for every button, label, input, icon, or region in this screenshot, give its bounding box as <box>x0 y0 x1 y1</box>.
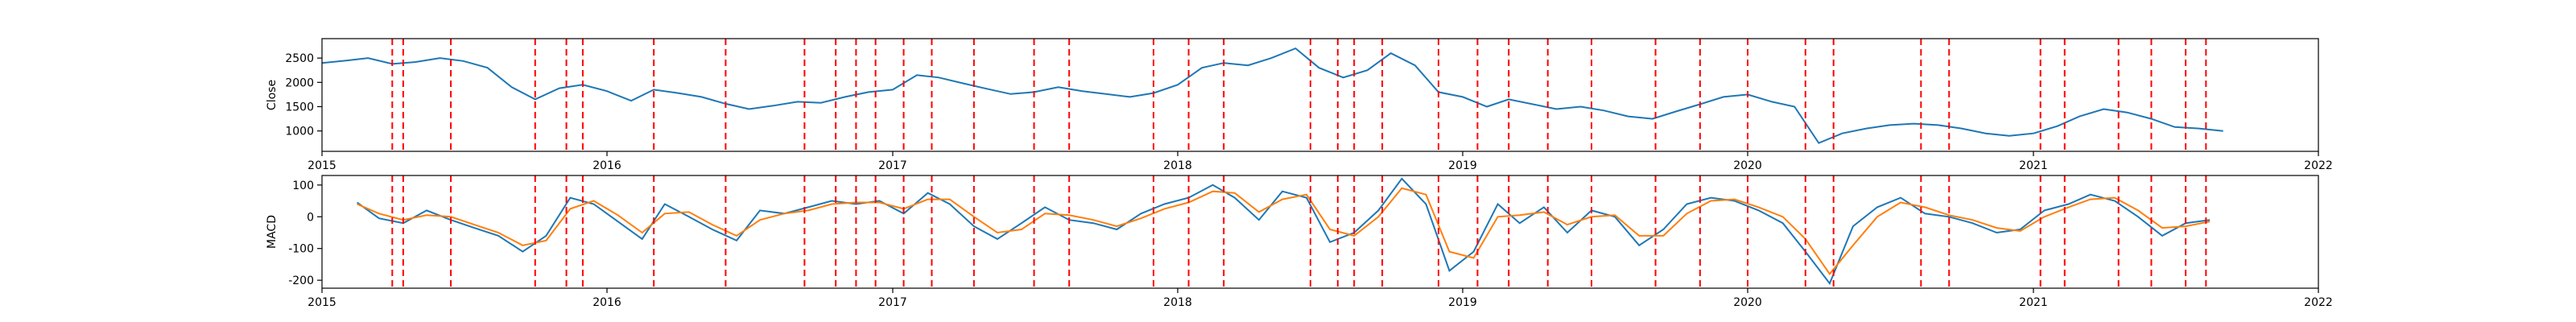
close-chart: 2015 2016 2017 2018 2019 2020 2021 2022 1000 1500… <box>266 38 2333 172</box>
series-line-0 <box>321 47 2223 144</box>
axes-frame <box>321 38 2319 152</box>
y-tick-label: -100 <box>288 243 314 256</box>
x-tick-label: 2018 <box>1163 159 1192 172</box>
x-tick-label: 2017 <box>878 159 907 172</box>
axes-frame <box>321 175 2319 289</box>
x-tick-label: 2021 <box>2019 159 2048 172</box>
x-tick-label: 2020 <box>1733 296 1762 309</box>
x-tick-label: 2015 <box>308 296 336 309</box>
x-tick-label: 2015 <box>308 159 336 172</box>
x-tick-label: 2022 <box>2304 159 2333 172</box>
x-tick-label: 2022 <box>2304 296 2333 309</box>
y-axis-label: Close <box>266 80 279 110</box>
x-tick-label: 2018 <box>1163 296 1192 309</box>
macd-chart: 2015 2016 2017 2018 2019 2020 2021 2022 -200 -100… <box>266 175 2333 309</box>
x-tick-label: 2019 <box>1448 159 1477 172</box>
y-tick-label: 100 <box>292 180 314 192</box>
series-line-0 <box>357 177 2211 286</box>
y-tick-label: -200 <box>288 275 314 287</box>
x-tick-label: 2017 <box>878 296 907 309</box>
x-tick-label: 2021 <box>2019 296 2048 309</box>
y-tick-label: 2500 <box>285 52 314 65</box>
x-tick-label: 2020 <box>1733 159 1762 172</box>
y-tick-label: 1000 <box>285 126 314 138</box>
x-tick-label: 2016 <box>592 159 621 172</box>
y-tick-label: 2000 <box>285 76 314 89</box>
x-tick-label: 2016 <box>592 296 621 309</box>
series-line-1 <box>357 187 2211 275</box>
x-tick-label: 2019 <box>1448 296 1477 309</box>
y-tick-label: 0 <box>307 211 314 224</box>
y-axis-label: MACD <box>266 215 279 249</box>
y-tick-label: 1500 <box>285 101 314 114</box>
